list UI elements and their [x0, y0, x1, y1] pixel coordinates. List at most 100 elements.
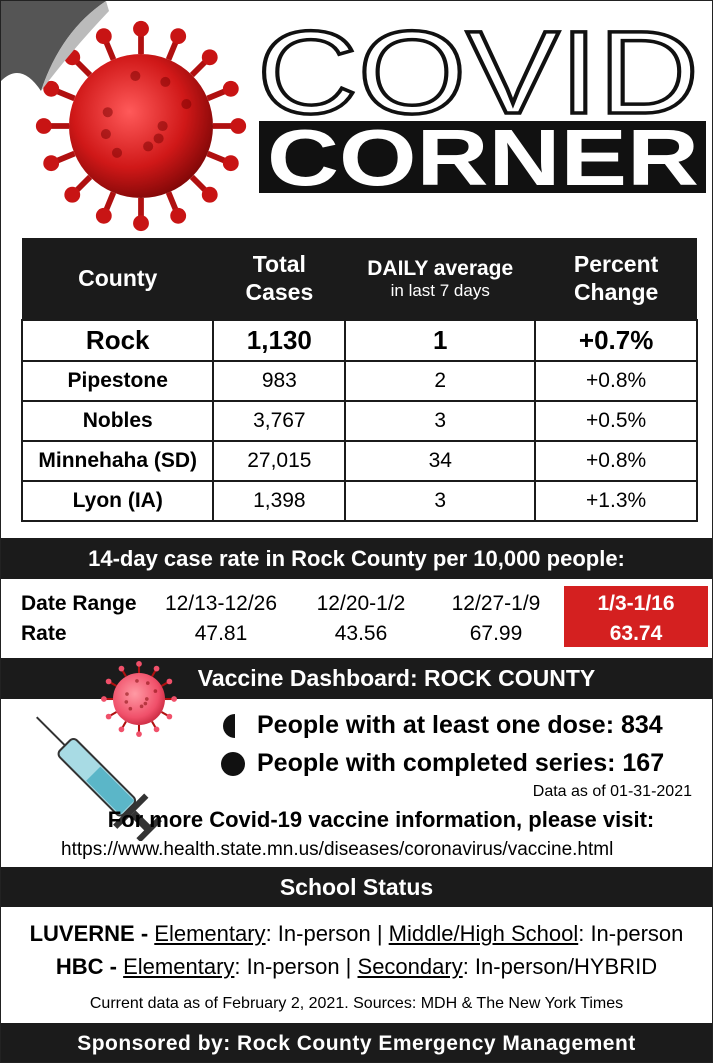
school-part: Elementary [123, 954, 234, 979]
spike-tip [43, 155, 59, 171]
cell: +0.8% [535, 361, 697, 401]
spike-tip [230, 118, 246, 134]
cell: 34 [345, 441, 535, 481]
virus-dot [144, 702, 148, 706]
sources: Current data as of February 2, 2021. Sou… [1, 995, 712, 1013]
date-range: 1/3-1/16 [564, 589, 708, 619]
virus-dot [112, 148, 122, 158]
row-label: Date Range [21, 589, 137, 619]
spike-tip [101, 696, 107, 702]
vaccine-text: People with at least one dose: 834 [257, 711, 663, 740]
virus-dot [160, 77, 170, 87]
spike-tip [202, 49, 218, 65]
vaccine-as-of: Data as of 01-31-2021 [533, 783, 692, 801]
virus-body [113, 673, 165, 725]
cell: 27,015 [213, 441, 345, 481]
rate-labels: Date Range Rate [21, 589, 137, 649]
virus-dot [125, 700, 129, 704]
school-line: LUVERNE - Elementary: In-person | Middle… [1, 921, 712, 947]
cell: 1 [345, 320, 535, 361]
spike-tip [136, 731, 142, 737]
virus-dot [140, 705, 144, 709]
column-sublabel: in last 7 days [353, 281, 527, 301]
date-range: 12/27-1/9 [441, 589, 551, 619]
virus-body [69, 54, 213, 198]
vaccine-url: https://www.health.state.mn.us/diseases/… [61, 839, 613, 861]
school-part: Middle/High School [389, 921, 579, 946]
cell: 1,130 [213, 320, 345, 361]
spike-tip [154, 666, 160, 672]
county-name: Rock [22, 320, 213, 361]
vaccine-value: 167 [622, 749, 664, 777]
vaccine-item: People with at least one dose: 834 [219, 711, 663, 740]
spike-tip [223, 81, 239, 97]
spike-tip [136, 661, 142, 667]
spike-tip [202, 187, 218, 203]
cell: 3 [345, 401, 535, 441]
vaccine-item: People with completed series: 167 [219, 749, 664, 778]
school-part: : In-person/HYBRID [463, 954, 657, 979]
school-part: : In-person | [266, 921, 389, 946]
vaccine-label: People with completed series: [257, 749, 615, 777]
spike-tip [133, 215, 149, 231]
spike-tip [119, 727, 125, 733]
district: LUVERNE - [30, 921, 149, 946]
virus-dot [181, 99, 191, 109]
cell: +1.3% [535, 481, 697, 521]
virus-dot [143, 141, 153, 151]
header: COVID CORNER [1, 1, 712, 233]
virus-dot [158, 121, 168, 131]
rate-period: 12/27-1/967.99 [441, 589, 551, 649]
table-header: CountyTotal CasesDAILY averagein last 7 … [22, 238, 697, 320]
infographic: COVID CORNER CountyTotal CasesDAILY aver… [0, 0, 713, 1063]
rate-value: 67.99 [441, 619, 551, 649]
virus-dot [145, 697, 149, 701]
spike-tip [96, 28, 112, 44]
cell: +0.8% [535, 441, 697, 481]
vaccine-label: People with at least one dose: [257, 711, 614, 739]
virus-dot [130, 71, 140, 81]
district: HBC - [56, 954, 117, 979]
rate-highlight: 1/3-1/1663.74 [564, 586, 708, 647]
school-part: Elementary [154, 921, 265, 946]
cell: 3 [345, 481, 535, 521]
spike-tip [170, 208, 186, 224]
school-title: School Status [1, 867, 712, 907]
spike-tip [154, 727, 160, 733]
spike-tip [106, 714, 112, 720]
virus-dot [146, 681, 150, 685]
sponsor: Sponsored by: Rock County Emergency Mana… [1, 1023, 712, 1063]
school-line: HBC - Elementary: In-person | Secondary:… [1, 954, 712, 980]
spike-tip [167, 679, 173, 685]
column-header: Total Cases [213, 238, 345, 320]
spike-tip [36, 118, 52, 134]
virus-small [101, 661, 177, 737]
rate-title: 14-day case rate in Rock County per 10,0… [1, 538, 712, 579]
virus-dot [135, 679, 139, 683]
rate-value: 63.74 [564, 619, 708, 649]
cell: 2 [345, 361, 535, 401]
spike-tip [119, 666, 125, 672]
school-part: : In-person [578, 921, 683, 946]
half-circle [223, 714, 235, 738]
county-name: Minnehaha (SD) [22, 441, 213, 481]
rate-value: 47.81 [161, 619, 281, 649]
virus-dot [101, 129, 111, 139]
school-part: Secondary [358, 954, 463, 979]
spike-tip [96, 208, 112, 224]
rate-value: 43.56 [306, 619, 416, 649]
spike-tip [171, 696, 177, 702]
spike-tip [106, 679, 112, 685]
virus-dot [125, 692, 129, 696]
school-part: : In-person | [234, 954, 357, 979]
title-bottom: CORNER [267, 113, 699, 202]
